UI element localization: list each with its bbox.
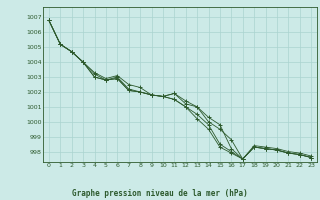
Text: Graphe pression niveau de la mer (hPa): Graphe pression niveau de la mer (hPa) xyxy=(72,189,248,198)
